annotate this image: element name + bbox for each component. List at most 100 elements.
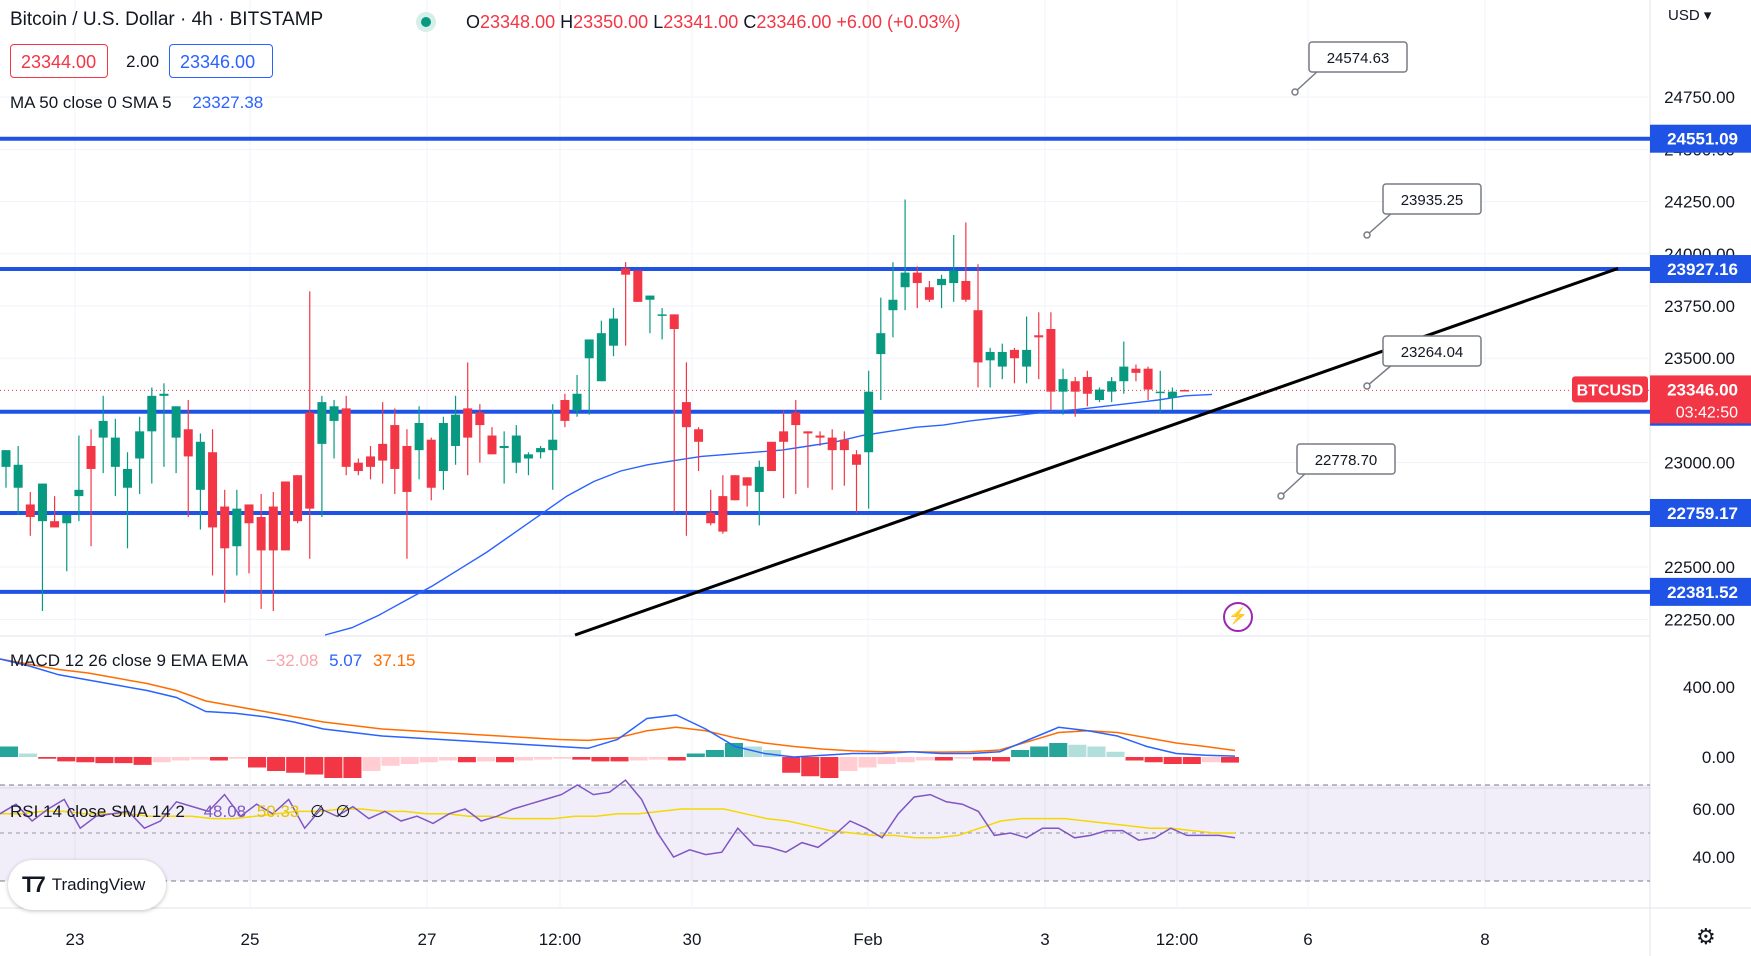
price-tick-label: 22250.00 (1664, 610, 1735, 629)
candle-body (25, 504, 35, 517)
settings-icon[interactable]: ⚙ (1696, 924, 1716, 949)
rsi-ma-line (0, 808, 1235, 839)
macd-hist-bar (1125, 757, 1144, 761)
level-price-label: 22759.17 (1667, 504, 1738, 523)
last-price-label: 23346.00 (1667, 380, 1738, 399)
candle-body (256, 516, 266, 551)
time-tick-label: Feb (853, 930, 882, 949)
level-price-label: 22381.52 (1667, 583, 1738, 602)
candle-body (378, 443, 388, 461)
candle-body (876, 333, 886, 355)
candle-body (1, 450, 11, 467)
price-annotations[interactable]: 24574.63 23935.25 23264.04 22778.70 (1277, 41, 1482, 500)
macd-hist-bar (209, 757, 228, 761)
macd-value: 5.07 (329, 651, 363, 670)
candle-body (536, 448, 546, 453)
level-price-tag (1650, 124, 1751, 153)
macd-hist-bar (228, 757, 247, 759)
candle-body (694, 429, 704, 442)
macd-hist-bar (763, 750, 782, 757)
callout-box (1382, 183, 1482, 215)
candle-body (1119, 366, 1129, 382)
rsi-legend[interactable]: RSI 14 close SMA 14 2 48.08 50.33 ∅ ∅ (10, 802, 350, 822)
macd-hist-bar (171, 757, 190, 761)
callout-pointer (1294, 69, 1320, 93)
buy-price-button[interactable]: 23346.00 (169, 44, 273, 78)
price-tick-label: 24750.00 (1664, 88, 1735, 107)
macd-hist-bar (476, 757, 495, 762)
time-tick-label: 27 (418, 930, 437, 949)
rsi-pane (0, 779, 1650, 882)
callout-label: 24574.63 (1327, 50, 1390, 67)
macd-line (0, 658, 1236, 758)
candle-body (1131, 368, 1141, 373)
macd-label: MACD 12 26 close 9 EMA EMA (10, 651, 248, 670)
macd-hist-bar (343, 757, 362, 778)
macd-legend[interactable]: MACD 12 26 close 9 EMA EMA −32.08 5.07 3… (10, 651, 415, 671)
symbol-tag-label: BTCUSD (1577, 382, 1644, 399)
macd-hist-bar (286, 757, 305, 773)
sell-price-button[interactable]: 23344.00 (10, 44, 108, 78)
candle-body (523, 454, 533, 459)
candle-body (985, 351, 995, 361)
macd-hist-bar (1030, 746, 1049, 757)
currency-selector[interactable]: USD ▾ (1668, 7, 1712, 24)
macd-hist-bar (0, 746, 19, 757)
candle-body (208, 452, 218, 528)
candle-body (803, 431, 813, 434)
candle-body (548, 439, 558, 451)
candle-body (195, 441, 205, 490)
price-tick-label: 23750.00 (1664, 297, 1735, 316)
tradingview-logo[interactable]: T7 TradingView (8, 860, 166, 910)
candle-body (220, 506, 230, 549)
rsi-tick-label: 40.00 (1692, 848, 1735, 867)
macd-hist-bar (362, 757, 381, 771)
callout-anchor (1291, 88, 1299, 96)
candle-body (183, 429, 193, 457)
time-axis[interactable]: 23 25 27 12:00 30 Feb 3 12:00 6 8 (66, 930, 1490, 949)
candle-body (888, 299, 898, 311)
rsi-line (0, 779, 1236, 858)
candle-body (366, 456, 375, 467)
symbol-title[interactable]: Bitcoin / U.S. Dollar · 4h · BITSTAMP (10, 9, 324, 30)
candle-body (511, 435, 521, 463)
candle-body (232, 508, 242, 547)
macd-hist-bar (744, 746, 763, 757)
candle-body (135, 431, 145, 459)
macd-hist-bar (76, 757, 95, 763)
candle-body (329, 406, 339, 421)
price-axis[interactable]: 24750.0024500.0024250.0024000.0023750.00… (1572, 88, 1751, 867)
candle-body (1095, 389, 1104, 401)
macd-hist-bar (324, 757, 343, 778)
callout-label: 23935.25 (1401, 192, 1464, 209)
macd-hist-bar (1068, 744, 1087, 757)
candle-body (657, 314, 667, 316)
candle-body (949, 270, 959, 284)
candle-body (341, 408, 351, 467)
macd-hist-bar (419, 757, 438, 763)
candle-body (1107, 381, 1117, 392)
price-tick-label: 23500.00 (1664, 349, 1735, 368)
ma-legend[interactable]: MA 50 close 0 SMA 5 23327.38 (10, 93, 263, 113)
candle-body (1058, 379, 1068, 392)
time-tick-label: 12:00 (539, 930, 582, 949)
rsi-v3: ∅ (310, 802, 325, 821)
macd-hist-bar (534, 757, 553, 760)
candle-body (451, 414, 461, 446)
candle-body (572, 393, 582, 411)
macd-hist-bar (515, 757, 534, 761)
callout-box (1296, 443, 1396, 475)
macd-hist-bar (591, 757, 610, 762)
rsi-tick-label: 60.00 (1692, 800, 1735, 819)
callout-box (1382, 335, 1482, 367)
macd-hist-bar (610, 757, 629, 762)
trendline[interactable] (574, 267, 1619, 637)
macd-tick-label: 0.00 (1702, 748, 1735, 767)
candle-body (766, 441, 776, 472)
lightning-icon[interactable]: ⚡ (1223, 602, 1253, 632)
candle-body (414, 422, 424, 451)
rsi-v4: ∅ (335, 802, 351, 821)
time-tick-label: 8 (1480, 930, 1489, 949)
candle-body (280, 481, 290, 551)
